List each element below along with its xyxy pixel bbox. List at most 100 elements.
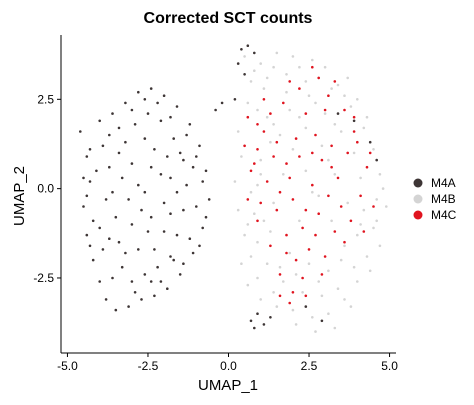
data-point <box>156 265 159 269</box>
data-point <box>265 115 269 119</box>
data-point <box>278 265 282 269</box>
data-point <box>120 176 124 180</box>
data-point <box>333 230 337 233</box>
data-point <box>320 319 324 323</box>
legend-label: M4A <box>431 176 456 190</box>
x-tick-label: -2.5 <box>138 359 159 373</box>
data-point <box>172 258 175 262</box>
data-point <box>262 219 266 223</box>
data-point <box>130 108 134 112</box>
data-point <box>185 183 188 187</box>
legend-marker <box>413 178 423 188</box>
data-point <box>169 115 172 119</box>
x-tick-label: 0.0 <box>220 359 237 373</box>
data-point <box>304 305 308 308</box>
data-point <box>143 273 147 276</box>
data-point <box>178 151 182 155</box>
data-point <box>172 137 175 140</box>
data-point <box>153 148 156 151</box>
data-point <box>101 144 105 148</box>
data-point <box>91 258 95 262</box>
data-point <box>246 101 250 105</box>
data-point <box>333 326 337 330</box>
data-point <box>298 155 301 158</box>
data-point <box>169 176 172 180</box>
data-point <box>307 248 311 251</box>
data-point <box>159 280 163 283</box>
data-point <box>378 173 382 176</box>
data-point <box>259 298 263 301</box>
data-point <box>256 276 259 280</box>
legend-label: M4B <box>431 192 456 206</box>
data-point <box>256 108 259 112</box>
data-point <box>236 208 240 212</box>
data-point <box>356 280 359 283</box>
data-point <box>323 108 327 112</box>
chart-title: Corrected SCT counts <box>144 10 313 27</box>
data-point <box>327 158 330 162</box>
data-point <box>149 87 153 90</box>
data-point <box>343 108 346 112</box>
data-point <box>159 173 163 176</box>
data-point <box>291 291 295 294</box>
data-point <box>352 265 356 269</box>
data-point <box>191 251 195 255</box>
data-point <box>359 194 362 198</box>
data-point <box>352 119 356 123</box>
data-point <box>291 148 295 151</box>
data-point <box>195 205 198 208</box>
data-point <box>133 123 137 126</box>
data-point <box>291 308 295 312</box>
data-point <box>117 126 121 130</box>
data-point <box>294 258 298 262</box>
data-point <box>182 262 185 266</box>
data-point <box>362 126 366 130</box>
data-point <box>259 158 263 162</box>
data-point <box>336 112 340 115</box>
data-point <box>323 65 327 69</box>
series-m4a <box>79 44 379 330</box>
data-point <box>191 165 195 169</box>
data-point <box>317 280 321 283</box>
data-point <box>272 291 275 294</box>
data-point <box>204 169 208 173</box>
data-point <box>304 208 308 212</box>
data-point <box>240 155 243 158</box>
data-point <box>233 98 237 101</box>
x-axis-ticks: -5.0 -2.5 0.0 2.5 5.0 <box>57 353 398 373</box>
data-point <box>201 226 204 230</box>
data-point <box>249 319 253 323</box>
data-point <box>127 198 130 201</box>
data-point <box>317 194 321 198</box>
data-point <box>146 112 150 115</box>
data-point <box>330 165 333 169</box>
data-point <box>98 119 101 123</box>
data-point <box>272 201 275 205</box>
data-point <box>349 219 353 223</box>
data-point <box>269 112 272 115</box>
data-point <box>365 255 369 258</box>
data-point <box>282 101 285 105</box>
data-point <box>288 80 292 83</box>
data-point <box>269 230 272 233</box>
data-point <box>339 205 343 208</box>
data-point <box>288 176 292 180</box>
data-point <box>285 251 288 255</box>
x-tick-label: 5.0 <box>381 359 398 373</box>
series-m4c <box>243 65 375 305</box>
data-point <box>149 215 153 219</box>
data-point <box>285 162 288 165</box>
data-point <box>288 301 292 305</box>
data-point <box>137 183 140 187</box>
data-point <box>124 140 127 144</box>
data-point <box>269 316 272 319</box>
data-point <box>375 158 379 162</box>
data-point <box>124 251 127 255</box>
y-tick-label: -2.5 <box>33 271 54 285</box>
data-point <box>372 205 375 208</box>
data-point <box>356 98 359 101</box>
data-point <box>311 190 314 194</box>
data-point <box>372 148 375 151</box>
data-point <box>246 115 250 119</box>
data-point <box>262 130 266 133</box>
